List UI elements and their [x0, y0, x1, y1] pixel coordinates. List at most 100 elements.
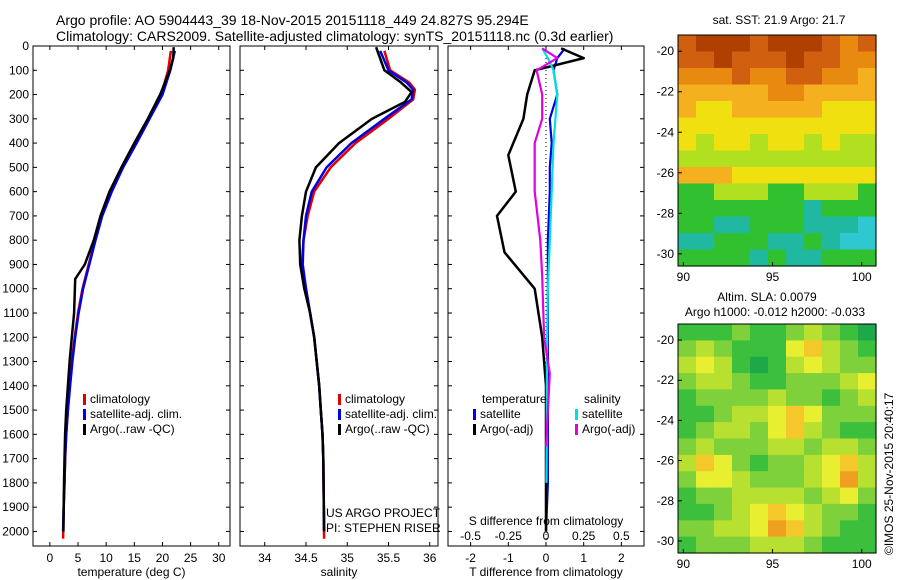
sla-map-cell [804, 471, 823, 489]
sla-map-cell [840, 438, 859, 456]
salinity-legend-label: Argo(..raw -QC) [345, 422, 430, 436]
sst-map-cell [858, 216, 877, 234]
sla-map-cell [858, 389, 877, 407]
sla-map-cell [804, 324, 823, 341]
sst-map-cell [768, 51, 787, 69]
sla-map-cell [696, 356, 715, 374]
salinity-series-climatology [300, 50, 417, 539]
sst-map-cell [732, 249, 751, 267]
sla-map-cell [822, 487, 841, 505]
sst-map-cell [768, 68, 787, 86]
temperature-legend-swatch [83, 424, 86, 435]
sla-map-cell [750, 324, 769, 341]
sla-map-cell [804, 356, 823, 374]
sst-map-cell [822, 134, 841, 152]
salinity-xtick-label: 35 [341, 551, 355, 565]
difference-series-sal_satellite [541, 47, 559, 483]
sst-map-ytick-label: -20 [657, 44, 675, 58]
sst-map-cell [822, 200, 841, 218]
project-annotation: US ARGO PROJECT [326, 506, 441, 520]
sst-map-cell [768, 216, 787, 234]
temperature-xtick-label: 20 [156, 551, 170, 565]
sst-map-cell [804, 101, 823, 119]
sla-map-cell [732, 422, 751, 440]
sla-map-cell [822, 422, 841, 440]
sst-map-cell [732, 68, 751, 86]
sst-map-cell [732, 167, 751, 185]
temperature-xtick-label: 15 [128, 551, 142, 565]
sst-map-cell [858, 183, 877, 201]
sla-map-cell [786, 422, 805, 440]
sla-map-cell [858, 520, 877, 538]
sst-map-cell [768, 150, 787, 168]
sst-map-cell [822, 35, 841, 53]
sla-map-cell [678, 324, 697, 341]
depth-tick-label: 500 [9, 160, 29, 174]
sla-map-cell [714, 373, 733, 391]
sla-map-cell [840, 471, 859, 489]
temperature-xtick-label: 25 [184, 551, 198, 565]
sst-map-ytick-label: -22 [657, 85, 675, 99]
sla-map-cell [678, 405, 697, 423]
salinity-series-argo [298, 46, 413, 532]
sla-map-cell [696, 503, 715, 521]
sla-map-cell [696, 373, 715, 391]
sla-map-cell [822, 340, 841, 358]
sst-map-cell [858, 68, 877, 86]
salinity-legend-label: climatology [345, 392, 405, 406]
sla-map-cell [678, 471, 697, 489]
sst-map-cell [822, 167, 841, 185]
sst-map-cell [804, 183, 823, 201]
sla-map-cell [840, 536, 859, 554]
sla-map-cell [822, 356, 841, 374]
temperature-series-climatology [61, 50, 173, 539]
sla-map-cell [786, 373, 805, 391]
sla-map-cell [804, 405, 823, 423]
sla-map-cell [714, 471, 733, 489]
sla-map-cell [696, 520, 715, 538]
sst-map-cell [732, 233, 751, 251]
sst-map-frame [677, 34, 877, 267]
sst-map-cell [858, 51, 877, 69]
sst-map-cell [840, 200, 859, 218]
salinity-xtick-label: 34.5 [294, 551, 318, 565]
sla-map-cell [732, 405, 751, 423]
sla-map-cell [822, 438, 841, 456]
sla-map-cell [732, 487, 751, 505]
difference-legend-swatch [575, 409, 578, 420]
sla-map-cell [786, 503, 805, 521]
sla-map-cell [768, 373, 787, 391]
sla-map-cell [786, 454, 805, 472]
sst-map-cell [750, 84, 769, 102]
sst-map-cell [822, 101, 841, 119]
sla-map-cell [858, 373, 877, 391]
sla-map-cell [768, 520, 787, 538]
sla-map-cell [858, 405, 877, 423]
sla-map-cell [822, 503, 841, 521]
sla-map-cell [714, 520, 733, 538]
sst-map-xtick-label: 95 [766, 270, 780, 284]
sla-map-cell [678, 373, 697, 391]
sst-map-cell [750, 200, 769, 218]
difference-legend-label: satellite [582, 407, 623, 421]
sla-map-cell [678, 438, 697, 456]
sla-map-cell [732, 536, 751, 554]
depth-tick-label: 800 [9, 233, 29, 247]
sst-title: sat. SST: 21.9 Argo: 21.7 [713, 13, 846, 27]
sla-map-cell [750, 503, 769, 521]
depth-tick-label: 1900 [2, 500, 29, 514]
sst-map-cell [804, 35, 823, 53]
temperature-xtick-label: 10 [99, 551, 113, 565]
sla-map-cell [786, 471, 805, 489]
sla-map-cell [858, 422, 877, 440]
difference-xtick-label: -2 [465, 551, 476, 565]
sst-map-cell [804, 117, 823, 135]
sla-map-cell [840, 324, 859, 341]
sst-map-cell [822, 84, 841, 102]
sst-map-cell [696, 35, 715, 53]
salinity-difference-tick: 0.5 [613, 529, 630, 543]
temperature-xlabel: temperature (deg C) [77, 565, 185, 579]
depth-tick-label: 100 [9, 63, 29, 77]
sla-map-cell [678, 340, 697, 358]
